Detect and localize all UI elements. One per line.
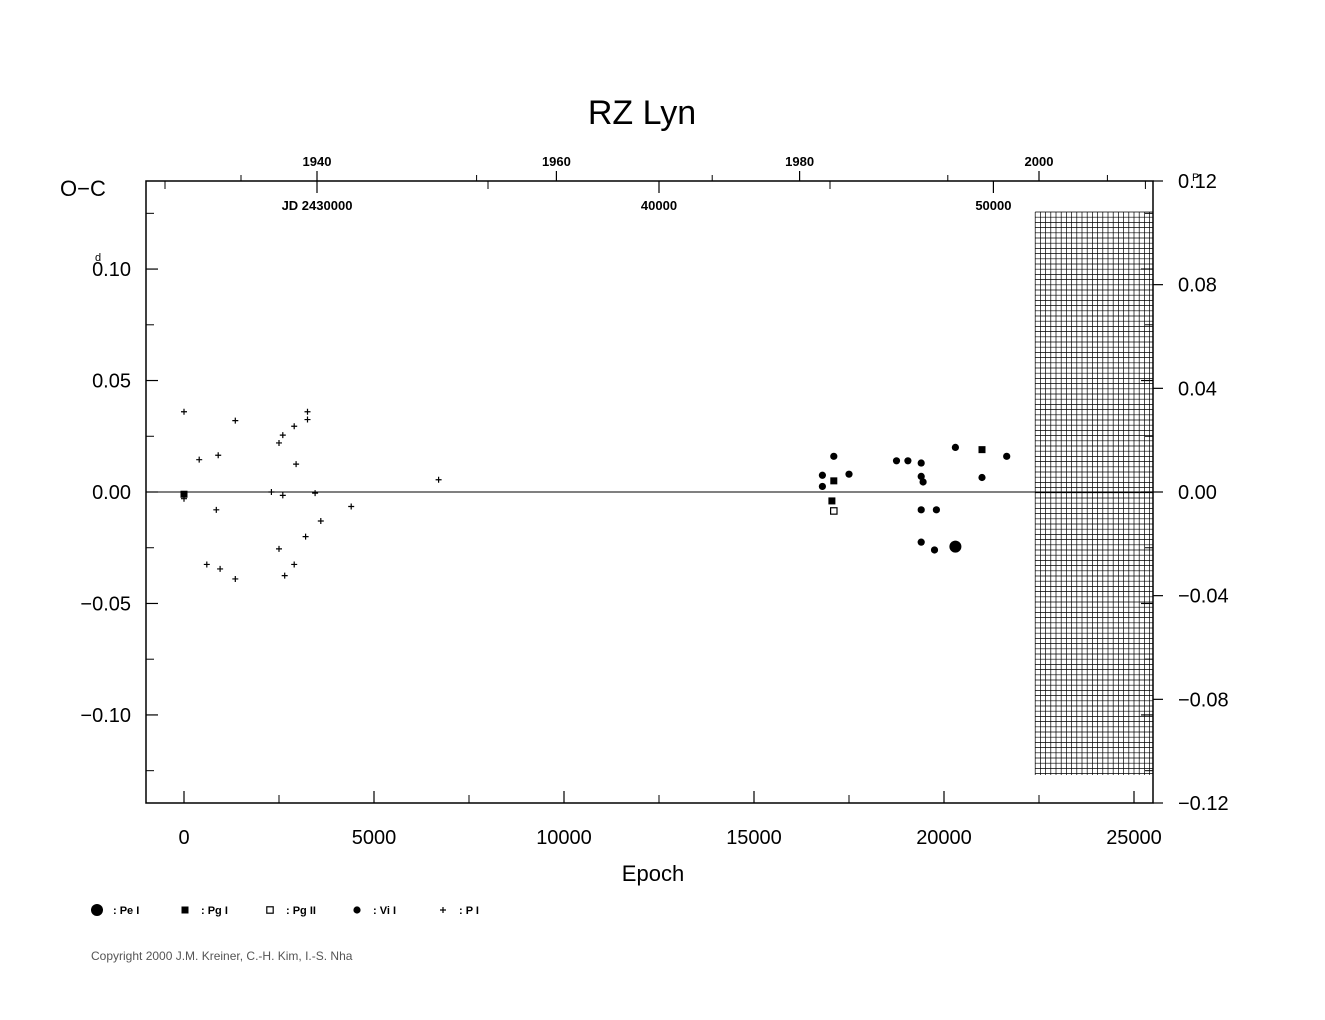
axes-layer: 0 5000 10000 15000 20000 25000 Epoch 0.10 0.05 0.… bbox=[80, 154, 1228, 886]
legend-marker-plus bbox=[440, 907, 446, 913]
data-point-plus bbox=[302, 533, 309, 540]
data-point-plus bbox=[276, 439, 282, 446]
data-point-dot bbox=[892, 457, 901, 465]
data-point-plus bbox=[293, 461, 300, 468]
data-point-dot bbox=[917, 506, 925, 514]
legend: : Pe I : Pg I : Pg II : Vi I : P I bbox=[91, 904, 479, 917]
right-y-tick-label: −0.04 bbox=[1178, 586, 1229, 608]
data-point-big-dot bbox=[949, 540, 962, 553]
data-point-plus bbox=[279, 492, 286, 499]
data-point-dot bbox=[932, 506, 941, 514]
right-y-tick-label: 0.08 bbox=[1178, 275, 1217, 297]
data-point-dot bbox=[978, 473, 986, 482]
data-point-plus bbox=[304, 408, 311, 415]
data-point-dot bbox=[830, 452, 838, 460]
x-tick-label: 10000 bbox=[536, 827, 592, 849]
right-y-unit-mark: P bbox=[1192, 172, 1199, 184]
data-point-plus bbox=[291, 423, 298, 430]
data-point-plus bbox=[348, 503, 355, 510]
data-point-dot bbox=[951, 443, 960, 452]
top-year-label: 1940 bbox=[303, 154, 332, 169]
legend-marker-big-dot bbox=[91, 904, 103, 916]
top-year-label: 1960 bbox=[542, 154, 571, 169]
data-point-plus bbox=[304, 416, 311, 423]
data-point-open-square bbox=[829, 507, 838, 515]
data-point-plus bbox=[181, 408, 187, 415]
data-point-dot bbox=[818, 471, 827, 479]
legend-marker-dot bbox=[353, 906, 361, 914]
data-point-plus bbox=[291, 561, 298, 568]
data-point-plus bbox=[196, 456, 203, 463]
legend-label: : Vi I bbox=[373, 905, 396, 917]
legend-label: : Pe I bbox=[113, 905, 139, 917]
chart-title: RZ Lyn bbox=[588, 94, 696, 132]
y-tick-label: −0.10 bbox=[80, 705, 131, 727]
points-layer bbox=[180, 408, 1011, 582]
unobserved-region bbox=[1034, 211, 1153, 775]
data-point-dot bbox=[917, 459, 925, 467]
top-year-label: 2000 bbox=[1025, 154, 1054, 169]
x-axis-label: Epoch bbox=[622, 861, 684, 886]
x-tick-label: 15000 bbox=[726, 827, 782, 849]
data-point-dot bbox=[930, 546, 939, 554]
x-tick-label: 5000 bbox=[352, 827, 397, 849]
data-point-dot bbox=[845, 470, 853, 478]
x-tick-label: 0 bbox=[178, 827, 189, 849]
x-tick-label: 25000 bbox=[1106, 827, 1162, 849]
legend-label: : Pg II bbox=[286, 905, 316, 917]
top-jd-label: JD 2430000 bbox=[282, 198, 353, 213]
data-point-plus bbox=[276, 545, 282, 552]
data-point-plus bbox=[181, 495, 187, 502]
data-point-filled-square bbox=[828, 497, 836, 505]
top-year-label: 1980 bbox=[785, 154, 814, 169]
data-point-plus bbox=[232, 417, 239, 424]
right-y-tick-label: −0.08 bbox=[1178, 689, 1229, 711]
data-point-plus bbox=[213, 506, 220, 513]
y-tick-label: 0.05 bbox=[92, 371, 131, 393]
data-point-plus bbox=[279, 432, 286, 439]
data-point-filled-square bbox=[978, 446, 986, 454]
right-y-tick-label: 0.00 bbox=[1178, 482, 1217, 504]
right-y-tick-label: 0.12 bbox=[1178, 171, 1217, 193]
legend-marker-filled-square bbox=[181, 906, 189, 914]
top-jd-label: 40000 bbox=[641, 198, 677, 213]
right-y-tick-label: −0.12 bbox=[1178, 793, 1229, 815]
data-point-plus bbox=[317, 517, 324, 524]
data-point-plus bbox=[435, 476, 442, 483]
data-point-filled-square bbox=[180, 490, 188, 498]
legend-label: : P I bbox=[459, 905, 479, 917]
data-point-plus bbox=[281, 572, 288, 579]
data-point-dot bbox=[917, 472, 925, 480]
y-tick-label: 0.10 bbox=[92, 259, 131, 281]
data-point-dot bbox=[818, 482, 827, 491]
x-tick-label: 20000 bbox=[916, 827, 972, 849]
data-point-dot bbox=[1003, 452, 1011, 460]
data-point-dot bbox=[904, 457, 912, 465]
y-tick-label: −0.05 bbox=[80, 593, 131, 615]
legend-label: : Pg I bbox=[201, 905, 228, 917]
data-point-filled-square bbox=[830, 477, 838, 485]
data-point-plus bbox=[217, 565, 224, 572]
top-jd-label: 50000 bbox=[975, 198, 1011, 213]
right-y-tick-label: 0.04 bbox=[1178, 378, 1217, 400]
data-point-plus bbox=[312, 490, 319, 497]
data-point-plus bbox=[215, 452, 222, 459]
data-point-dot bbox=[919, 478, 927, 486]
y-unit-mark: d bbox=[95, 252, 101, 264]
legend-marker-open-square bbox=[266, 906, 274, 914]
y-axis-label: O−C bbox=[60, 176, 106, 201]
data-point-plus bbox=[203, 561, 210, 568]
data-point-plus bbox=[268, 489, 275, 495]
data-point-dot bbox=[917, 538, 925, 546]
copyright-text: Copyright 2000 J.M. Kreiner, C.-H. Kim, … bbox=[91, 949, 353, 963]
data-point-plus bbox=[232, 575, 239, 582]
y-tick-label: 0.00 bbox=[92, 482, 131, 504]
